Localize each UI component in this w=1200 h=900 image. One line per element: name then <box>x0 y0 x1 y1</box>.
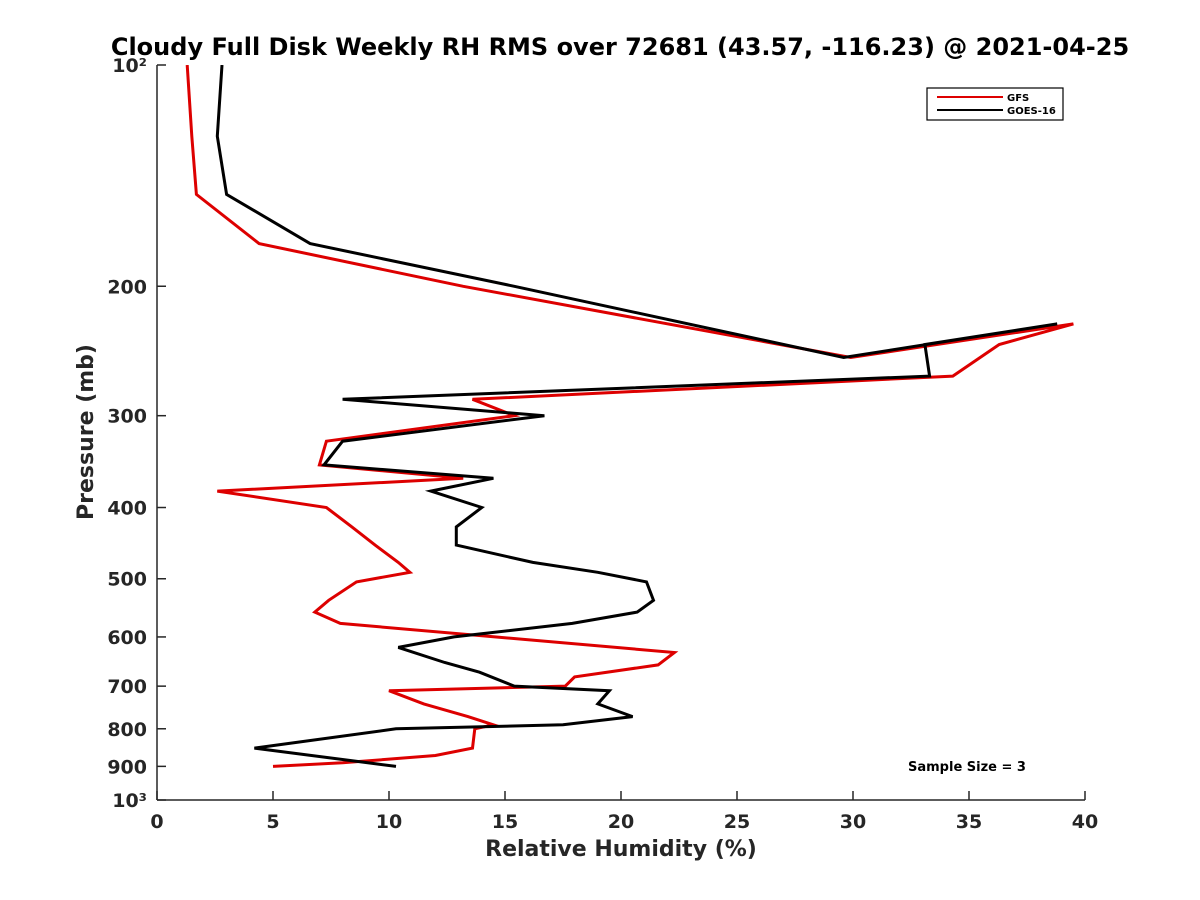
x-tick-label: 5 <box>266 811 279 833</box>
legend-box <box>926 87 1064 121</box>
x-axis-label: Relative Humidity (%) <box>485 837 757 862</box>
y-tick-label: 200 <box>107 276 147 298</box>
legend-label-gfs: GFS <box>1007 93 1029 104</box>
y-tick-label: 400 <box>107 498 147 520</box>
y-tick-label: 500 <box>107 569 147 591</box>
y-tick-label: 900 <box>107 756 147 778</box>
x-tick-label: 25 <box>724 811 750 833</box>
y-tick-label: 600 <box>107 627 147 649</box>
x-tick-label: 35 <box>956 811 982 833</box>
x-tick-label: 15 <box>492 811 518 833</box>
x-tick-label: 0 <box>150 811 163 833</box>
y-tick-label: 800 <box>107 719 147 741</box>
x-tick-label: 40 <box>1072 811 1098 833</box>
series-line-gfs <box>185 65 1074 768</box>
x-tick-label: 20 <box>608 811 634 833</box>
y-tick-label: 700 <box>107 676 147 698</box>
x-tick-label: 30 <box>840 811 866 833</box>
y-tick-label: 10² <box>112 55 147 77</box>
x-axis-ticks: 0 5 10 15 20 25 30 35 40 <box>150 791 1098 833</box>
series-layer <box>185 65 1074 768</box>
x-tick-label: 10 <box>376 811 402 833</box>
y-tick-label: 10³ <box>112 790 147 812</box>
series-line-goes16 <box>215 65 1058 768</box>
y-axis-ticks: 10² 200 300 400 500 600 700 800 900 10³ <box>107 55 166 812</box>
legend-label-goes16: GOES-16 <box>1007 106 1056 117</box>
y-axis-label: Pressure (mb) <box>74 344 99 520</box>
chart-title: Cloudy Full Disk Weekly RH RMS over 7268… <box>111 33 1129 61</box>
sample-size-annotation: Sample Size = 3 <box>908 760 1026 775</box>
y-tick-label: 300 <box>107 406 147 428</box>
plot-area: 0 5 10 15 20 25 30 35 40 10² 200 300 400 500 600 700 80… <box>107 55 1098 833</box>
legend: GFS GOES-16 <box>926 87 1064 121</box>
